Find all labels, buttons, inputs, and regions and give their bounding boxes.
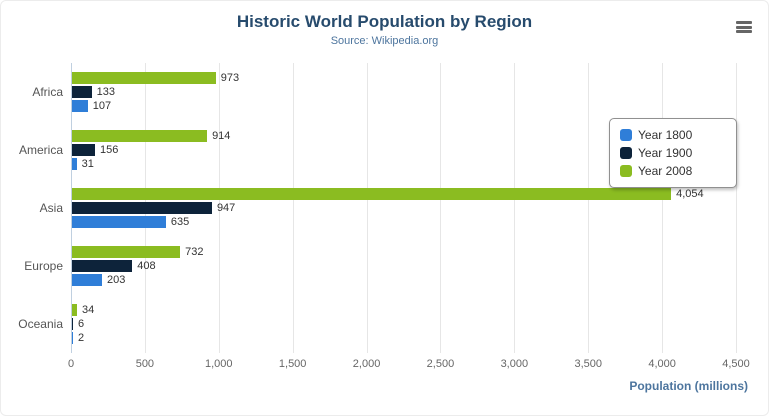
bar-year-1900-america[interactable] (72, 144, 96, 156)
bar-year-2008-oceania[interactable] (72, 304, 78, 316)
bar-year-1800-asia[interactable] (72, 216, 166, 228)
gridline (292, 63, 294, 353)
legend-item-label: Year 1900 (638, 146, 693, 160)
bar-year-1800-oceania[interactable] (72, 332, 73, 344)
value-label-year-2008-africa: 973 (220, 72, 240, 84)
legend-item-year-1800[interactable]: Year 1800 (620, 126, 726, 144)
hamburger-line (736, 21, 752, 24)
bar-year-1800-america[interactable] (72, 158, 77, 170)
gridline (366, 63, 368, 353)
value-label-year-1800-africa: 107 (92, 100, 112, 112)
value-label-year-2008-america: 914 (212, 130, 231, 142)
gridline (218, 63, 220, 353)
value-label-year-1900-america: 156 (100, 144, 119, 156)
x-tick-label: 1,500 (278, 358, 307, 370)
legend: Year 1800 Year 1900 Year 2008 (609, 118, 737, 188)
hamburger-line (736, 30, 752, 33)
legend-swatch-icon (620, 165, 632, 177)
hamburger-line (736, 25, 752, 29)
gridline (588, 63, 590, 353)
category-label-oceania: Oceania (18, 317, 63, 331)
category-label-asia: Asia (39, 201, 63, 215)
bar-year-2008-africa[interactable] (72, 72, 216, 84)
x-tick-label: 3,000 (500, 358, 529, 370)
bar-year-1800-africa[interactable] (72, 100, 88, 112)
value-label-year-1900-europe: 408 (137, 260, 156, 272)
gridline (736, 63, 737, 353)
legend-swatch-icon (620, 147, 632, 159)
value-label-year-2008-oceania: 34 (82, 304, 95, 316)
value-label-year-2008-europe: 732 (185, 246, 204, 258)
x-tick-label: 1,000 (205, 358, 233, 370)
category-label-africa: Africa (32, 85, 63, 99)
chart-subtitle: Source: Wikipedia.org (330, 35, 439, 47)
gridline (662, 63, 664, 353)
value-label-year-1800-oceania: 2 (78, 332, 85, 344)
value-label-year-2008-asia: 4,054 (676, 188, 704, 200)
value-label-year-1900-africa: 133 (96, 86, 115, 98)
legend-item-year-2008[interactable]: Year 2008 (620, 162, 726, 180)
x-axis-title: Population (millions) (629, 379, 748, 393)
x-tick-label: 3,500 (574, 358, 602, 370)
legend-item-year-1900[interactable]: Year 1900 (620, 144, 726, 162)
chart-title: Historic World Population by Region (236, 12, 533, 31)
category-label-america: America (18, 143, 63, 157)
bar-year-1900-africa[interactable] (72, 86, 92, 98)
x-tick-label: 2,500 (426, 358, 455, 370)
bar-year-2008-asia[interactable] (72, 188, 672, 200)
value-label-year-1800-america: 31 (81, 158, 94, 170)
bar-year-1800-europe[interactable] (72, 274, 102, 286)
x-tick-label: 2,000 (352, 358, 381, 370)
bar-year-2008-europe[interactable] (72, 246, 181, 258)
category-axis-line (71, 63, 72, 353)
x-tick-label: 4,000 (648, 358, 676, 370)
gridline (440, 63, 442, 353)
bar-year-1900-oceania[interactable] (72, 318, 73, 330)
bar-year-1900-europe[interactable] (72, 260, 133, 272)
bar-year-1900-asia[interactable] (72, 202, 212, 214)
legend-swatch-icon (620, 129, 632, 141)
legend-item-label: Year 2008 (638, 164, 693, 178)
value-label-year-1900-asia: 947 (216, 202, 236, 214)
value-label-year-1800-europe: 203 (106, 274, 126, 286)
value-label-year-1800-asia: 635 (170, 216, 190, 228)
gridline (514, 63, 516, 353)
hamburger-icon[interactable] (734, 19, 754, 35)
bar-year-2008-america[interactable] (72, 130, 208, 142)
x-tick-label: 500 (135, 358, 155, 370)
category-label-europe: Europe (24, 259, 63, 273)
value-label-year-1900-oceania: 6 (78, 318, 85, 330)
x-tick-label: 4,500 (722, 358, 750, 370)
legend-item-label: Year 1800 (638, 128, 693, 142)
x-tick-label: 0 (67, 358, 75, 370)
